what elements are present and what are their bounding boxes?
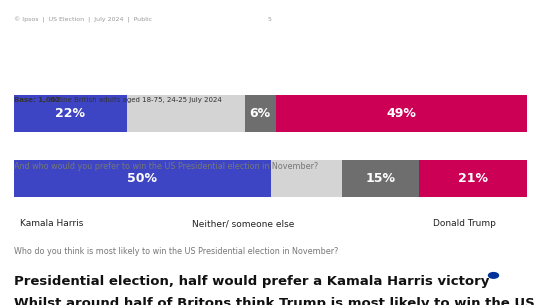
Text: 49%: 49% [386,107,416,120]
Text: 21%: 21% [458,172,488,185]
Text: Donald Trump: Donald Trump [433,220,496,228]
Text: And who would you prefer to win the US Presidential election in November?: And who would you prefer to win the US P… [14,162,318,171]
Text: Whilst around half of Britons think Trump is most likely to win the US: Whilst around half of Britons think Trum… [14,297,535,305]
Text: Base: 1,062: Base: 1,062 [14,97,60,103]
Text: © Ipsos  |  US Election  |  July 2024  |  Public: © Ipsos | US Election | July 2024 | Publ… [14,17,152,23]
Bar [14,160,270,197]
Text: Presidential election, half would prefer a Kamala Harris victory: Presidential election, half would prefer… [14,275,490,288]
Bar [275,95,527,132]
Text: 22%: 22% [55,107,85,120]
Text: Online British adults aged 18-75, 24-25 July 2024: Online British adults aged 18-75, 24-25 … [47,97,222,103]
Circle shape [485,270,503,280]
Bar [342,160,419,197]
Text: Who do you think is most likely to win the US Presidential election in November?: Who do you think is most likely to win t… [14,247,338,256]
Text: 5: 5 [268,17,272,22]
Bar [127,95,245,132]
Text: 6%: 6% [250,107,271,120]
Bar [245,95,275,132]
Bar [270,160,342,197]
Bar [419,160,527,197]
Text: 50%: 50% [127,172,157,185]
Text: Kamala Harris: Kamala Harris [20,220,83,228]
Text: ipsos: ipsos [499,281,521,290]
Text: Neither/ someone else: Neither/ someone else [192,220,294,228]
Text: 15%: 15% [366,172,396,185]
Circle shape [489,273,498,278]
Bar [14,95,127,132]
